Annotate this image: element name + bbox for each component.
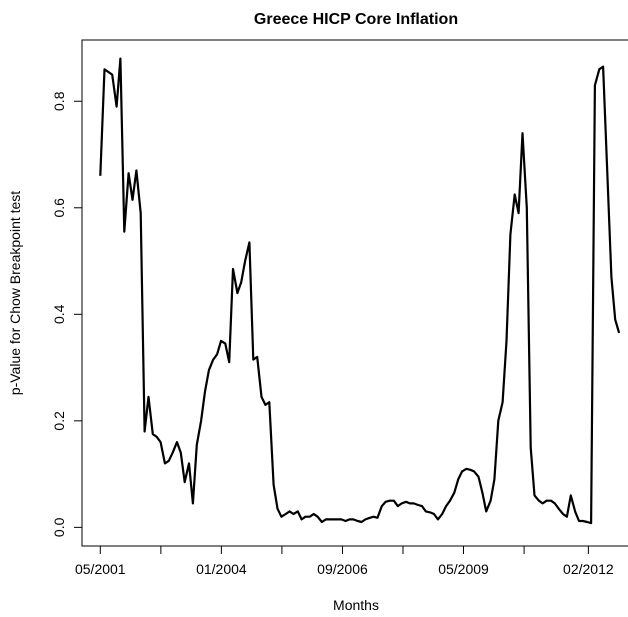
y-tick-label: 0.4 xyxy=(51,304,67,324)
y-axis-label: p-Value for Chow Breakpoint test xyxy=(7,191,23,396)
chart-title: Greece HICP Core Inflation xyxy=(254,11,458,28)
x-tick-label: 01/2004 xyxy=(196,561,247,577)
y-tick-label: 0.0 xyxy=(51,517,67,537)
y-tick-label: 0.6 xyxy=(51,198,67,218)
y-tick-label: 0.8 xyxy=(51,91,67,111)
series-line xyxy=(99,57,621,525)
y-tick-label: 0.2 xyxy=(51,411,67,431)
x-tick-label: 02/2012 xyxy=(563,561,614,577)
x-tick-label: 05/2009 xyxy=(438,561,489,577)
x-tick-label: 05/2001 xyxy=(75,561,126,577)
x-axis: 05/2001 01/2004 09/2006 05/2009 02/2012 xyxy=(75,546,614,577)
y-axis: 0.0 0.2 0.4 0.6 0.8 xyxy=(51,91,82,537)
x-axis-label: Months xyxy=(333,597,379,613)
x-tick-label: 09/2006 xyxy=(317,561,368,577)
plot-frame xyxy=(81,39,628,547)
